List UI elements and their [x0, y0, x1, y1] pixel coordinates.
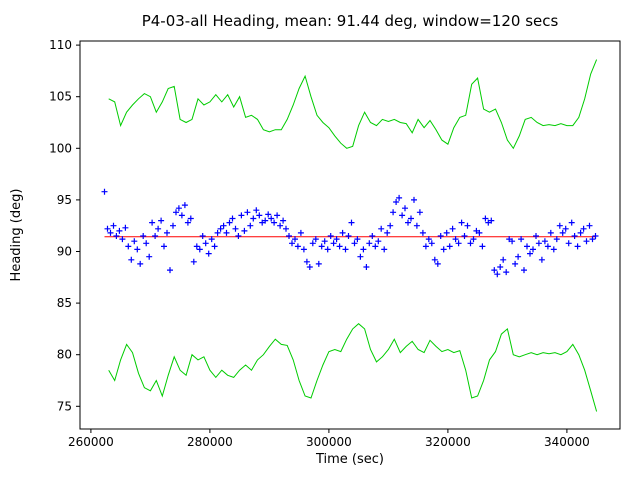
y-tick-label: 75 — [57, 399, 72, 413]
y-tick-label: 110 — [49, 38, 72, 52]
chart-title: P4-03-all Heading, mean: 91.44 deg, wind… — [142, 12, 559, 30]
axes-border — [79, 40, 621, 430]
x-tick-label: 280000 — [187, 435, 233, 449]
x-tick-label: 260000 — [68, 435, 114, 449]
upper-envelope-line — [108, 59, 598, 150]
y-tick-label: 80 — [57, 348, 72, 362]
scatter-points — [101, 188, 599, 278]
x-tick-label: 300000 — [306, 435, 352, 449]
y-axis-label: Heading (deg) — [9, 189, 24, 282]
y-tick-label: 105 — [49, 90, 72, 104]
y-tick-label: 95 — [57, 193, 72, 207]
lower-envelope-line — [108, 323, 598, 412]
x-axis-label: Time (sec) — [315, 452, 384, 467]
x-tick-label: 320000 — [425, 435, 471, 449]
x-tick-label: 340000 — [544, 435, 590, 449]
y-tick-label: 90 — [57, 245, 72, 259]
y-tick-label: 85 — [57, 296, 72, 310]
y-tick-label: 100 — [49, 141, 72, 155]
